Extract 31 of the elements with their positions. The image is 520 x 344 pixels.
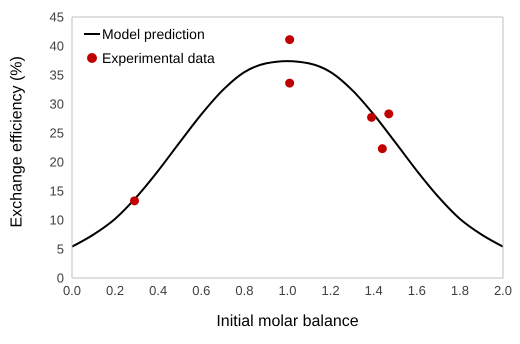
- x-tick-label: 0.8: [235, 283, 254, 298]
- point: [384, 109, 394, 118]
- y-tick-label: 10: [50, 212, 64, 228]
- x-tick-label: 0.4: [149, 283, 168, 298]
- y-axis-title: Exchange efficiency (%): [8, 56, 26, 228]
- point: [367, 112, 376, 122]
- x-tick-label: 0.2: [106, 283, 124, 298]
- y-tick-label: 15: [50, 184, 64, 199]
- x-tick-label: 2.0: [494, 283, 512, 298]
- x-tick-label: 0.6: [192, 283, 210, 298]
- y-tick-label: 25: [50, 126, 64, 141]
- x-tick-label: 1.2: [322, 283, 340, 298]
- point: [285, 35, 294, 44]
- y-tick-label: 5: [56, 242, 64, 257]
- point: [130, 196, 140, 206]
- y-tick-label: 45: [50, 10, 64, 25]
- x-tick-label: 1.0: [278, 283, 297, 298]
- point: [285, 78, 294, 88]
- legend-label: Experimental data: [102, 49, 215, 68]
- point: [378, 144, 387, 154]
- y-tick-label: 0: [56, 270, 64, 286]
- x-tick-label: 1.6: [408, 283, 426, 298]
- y-tick-label: 35: [50, 68, 64, 83]
- x-axis-title: Initial molar balance: [216, 313, 359, 330]
- x-tick-label: 1.4: [364, 283, 383, 298]
- y-tick-label: 40: [50, 38, 64, 54]
- x-tick-label: 0.0: [62, 283, 82, 298]
- legend-label: Model prediction: [102, 25, 205, 44]
- y-tick-label: 30: [50, 96, 64, 112]
- y-tick-label: 20: [50, 154, 64, 170]
- x-tick-label: 1.8: [450, 283, 469, 298]
